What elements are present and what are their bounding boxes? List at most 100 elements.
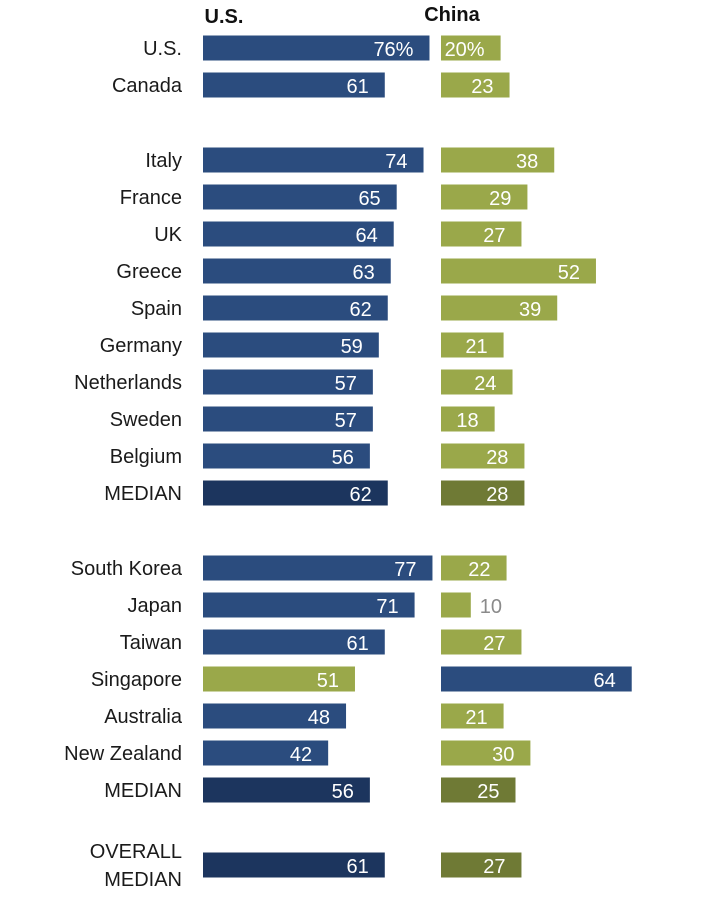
row-label: Sweden xyxy=(110,409,182,431)
china-bar xyxy=(441,629,522,655)
china-bar xyxy=(441,406,495,432)
row-label: Canada xyxy=(112,75,183,97)
row-label: Australia xyxy=(104,706,183,728)
china-bar xyxy=(441,295,558,321)
china-value-label: 64 xyxy=(593,670,615,692)
us-value-label: 57 xyxy=(335,373,357,395)
china-value-label: 10 xyxy=(480,596,502,618)
china-value-label: 38 xyxy=(516,151,538,173)
china-value-label: 27 xyxy=(483,856,505,878)
china-bar xyxy=(441,555,507,581)
china-bar xyxy=(441,184,528,210)
china-value-label: 24 xyxy=(474,373,496,395)
china-bar xyxy=(441,666,632,692)
china-column-header: China xyxy=(424,4,480,26)
china-bar xyxy=(441,443,525,469)
us-bar xyxy=(203,703,347,729)
china-value-label: 39 xyxy=(519,299,541,321)
row-label: OVERALL xyxy=(90,841,182,863)
row-label: Singapore xyxy=(91,669,182,691)
us-bar xyxy=(203,666,355,692)
china-value-label: 27 xyxy=(483,633,505,655)
us-bar xyxy=(203,35,430,61)
row-label: Taiwan xyxy=(120,632,182,654)
china-value-label: 18 xyxy=(456,410,478,432)
us-value-label: 57 xyxy=(335,410,357,432)
china-bar xyxy=(441,852,522,878)
us-bar xyxy=(203,295,388,321)
us-value-label: 64 xyxy=(355,225,377,247)
china-bar xyxy=(441,703,504,729)
us-bar xyxy=(203,332,379,358)
us-bar xyxy=(203,555,433,581)
us-value-label: 65 xyxy=(358,188,380,210)
china-bar xyxy=(441,258,596,284)
us-value-label: 56 xyxy=(332,781,354,803)
us-value-label: 59 xyxy=(341,336,363,358)
us-value-label: 74 xyxy=(385,151,407,173)
row-label: U.S. xyxy=(143,38,182,60)
us-value-label: 61 xyxy=(347,76,369,98)
us-value-label: 61 xyxy=(347,856,369,878)
row-label: South Korea xyxy=(71,558,183,580)
row-label: Italy xyxy=(145,150,182,172)
china-bar xyxy=(441,35,501,61)
china-value-label: 52 xyxy=(558,262,580,284)
us-column-header: U.S. xyxy=(205,6,244,28)
us-bar xyxy=(203,258,391,284)
row-label: France xyxy=(120,187,182,209)
row-label: UK xyxy=(154,224,182,246)
china-value-label: 30 xyxy=(492,744,514,766)
china-value-label: 21 xyxy=(465,336,487,358)
row-label: Netherlands xyxy=(74,372,182,394)
china-value-label: 22 xyxy=(468,559,490,581)
us-bar xyxy=(203,777,370,803)
us-bar xyxy=(203,592,415,618)
row-label: Spain xyxy=(131,298,182,320)
row-label: New Zealand xyxy=(64,743,182,765)
china-value-label: 27 xyxy=(483,225,505,247)
china-bar xyxy=(441,592,471,618)
us-bar xyxy=(203,443,370,469)
china-value-label: 23 xyxy=(471,76,493,98)
china-bar xyxy=(441,72,510,98)
china-bar xyxy=(441,777,516,803)
china-bar xyxy=(441,480,525,506)
us-value-label: 71 xyxy=(376,596,398,618)
us-bar xyxy=(203,629,385,655)
us-value-label: 62 xyxy=(350,299,372,321)
us-value-label: 62 xyxy=(350,484,372,506)
china-bar xyxy=(441,740,531,766)
china-bar xyxy=(441,147,555,173)
china-value-label: 29 xyxy=(489,188,511,210)
us-value-label: 56 xyxy=(332,447,354,469)
china-value-label: 28 xyxy=(486,447,508,469)
us-bar xyxy=(203,72,385,98)
row-label: Germany xyxy=(100,335,182,357)
row-label: MEDIAN xyxy=(104,483,182,505)
china-bar xyxy=(441,369,513,395)
us-value-label: 63 xyxy=(352,262,374,284)
us-value-label: 76% xyxy=(373,39,413,61)
china-value-label: 21 xyxy=(465,707,487,729)
row-label: MEDIAN xyxy=(104,780,182,802)
china-bar xyxy=(441,221,522,247)
us-value-label: 48 xyxy=(308,707,330,729)
us-value-label: 51 xyxy=(317,670,339,692)
china-value-label: 28 xyxy=(486,484,508,506)
row-label: Greece xyxy=(116,261,182,283)
us-bar xyxy=(203,221,394,247)
row-label: Belgium xyxy=(110,446,182,468)
row-label: MEDIAN xyxy=(104,869,182,891)
us-value-label: 42 xyxy=(290,744,312,766)
china-bar xyxy=(441,332,504,358)
row-label: Japan xyxy=(128,595,183,617)
china-value-label: 25 xyxy=(477,781,499,803)
us-bar xyxy=(203,147,424,173)
us-bar xyxy=(203,740,329,766)
us-bar xyxy=(203,480,388,506)
chart-rows: U.S. 76% 20% Canada 61 23 Italy 74 38 France 65 29 U… xyxy=(64,35,632,891)
us-bar xyxy=(203,369,373,395)
us-bar xyxy=(203,184,397,210)
